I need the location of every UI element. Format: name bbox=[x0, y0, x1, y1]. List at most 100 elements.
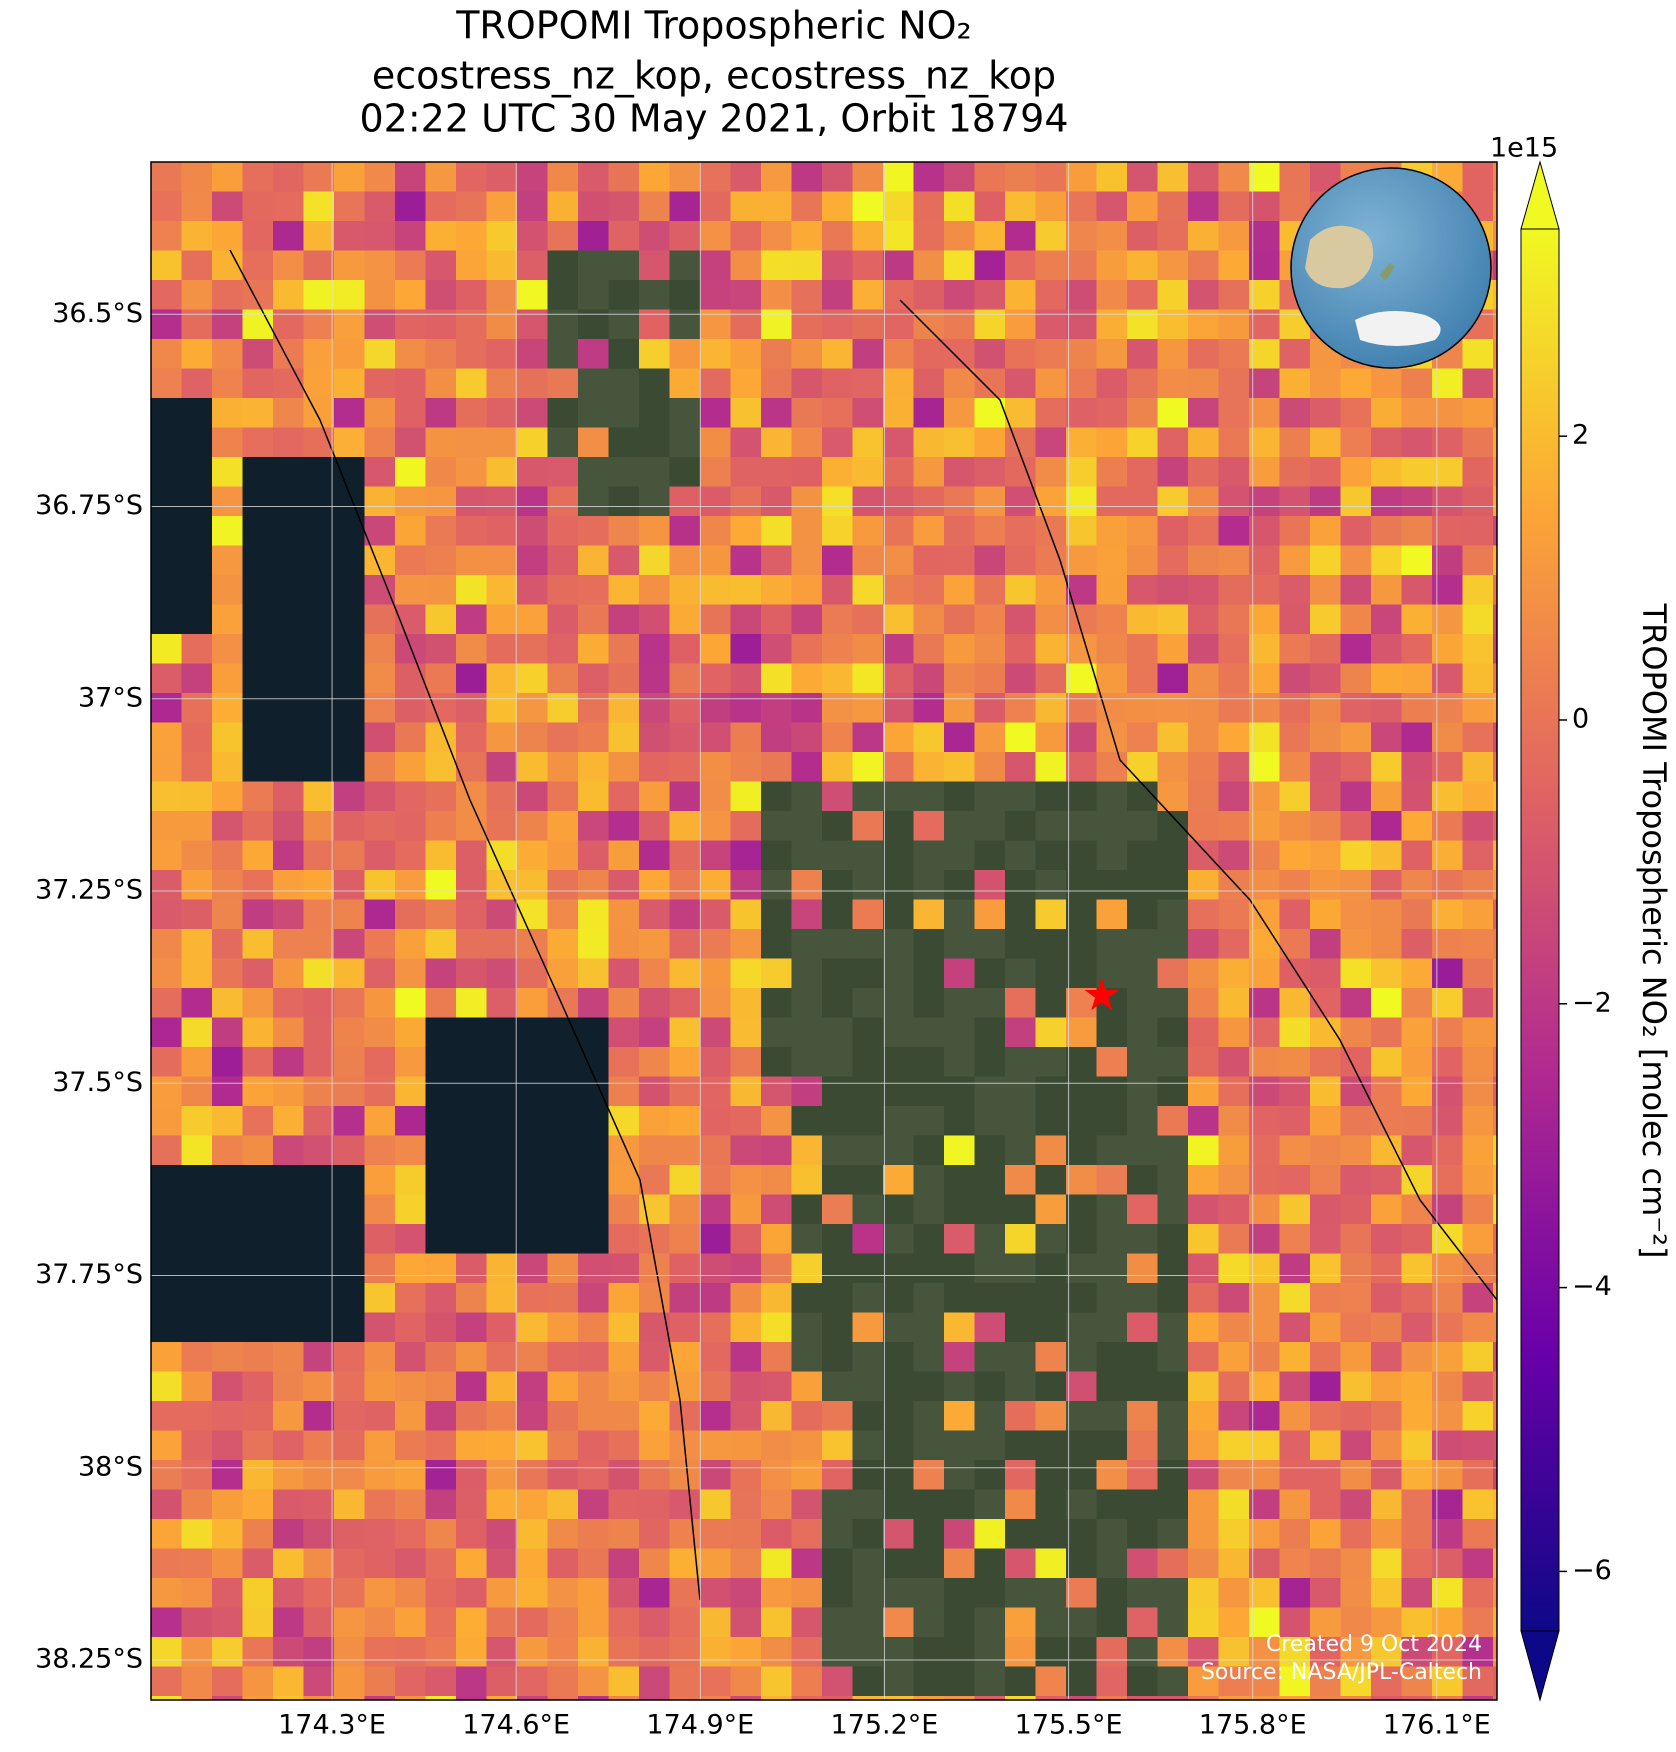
pixel bbox=[1462, 486, 1494, 517]
pixel bbox=[1157, 929, 1189, 960]
pixel bbox=[974, 634, 1006, 665]
pixel bbox=[1005, 663, 1037, 694]
pixel bbox=[547, 899, 579, 930]
pixel bbox=[547, 1017, 579, 1048]
pixel bbox=[242, 1076, 274, 1107]
pixel bbox=[1340, 1076, 1372, 1107]
pixel bbox=[181, 1342, 213, 1373]
pixel bbox=[944, 1017, 976, 1048]
pixel bbox=[303, 1519, 335, 1550]
pixel bbox=[364, 1283, 396, 1314]
pixel bbox=[334, 1430, 366, 1461]
pixel bbox=[608, 1047, 640, 1078]
pixel bbox=[822, 1578, 854, 1609]
pixel bbox=[1462, 663, 1494, 694]
pixel bbox=[303, 1607, 335, 1638]
pixel bbox=[151, 988, 183, 1019]
pixel bbox=[700, 781, 732, 812]
pixel bbox=[822, 1519, 854, 1550]
pixel bbox=[334, 1489, 366, 1520]
pixel bbox=[303, 368, 335, 399]
pixel bbox=[273, 486, 305, 517]
pixel bbox=[1249, 1401, 1281, 1432]
pixel bbox=[944, 457, 976, 488]
pixel bbox=[608, 781, 640, 812]
pixel bbox=[1401, 1371, 1433, 1402]
pixel bbox=[852, 1135, 884, 1166]
pixel bbox=[517, 1106, 549, 1137]
pixel bbox=[456, 1253, 488, 1284]
pixel bbox=[212, 1076, 244, 1107]
pixel bbox=[852, 575, 884, 606]
pixel bbox=[1371, 575, 1403, 606]
pixel bbox=[364, 1666, 396, 1697]
pixel bbox=[273, 958, 305, 989]
pixel bbox=[1493, 1076, 1497, 1107]
pixel bbox=[852, 1460, 884, 1491]
pixel bbox=[883, 1194, 915, 1225]
pixel bbox=[151, 575, 183, 606]
pixel bbox=[669, 575, 701, 606]
pixel bbox=[852, 722, 884, 753]
pixel bbox=[730, 1519, 762, 1550]
pixel bbox=[273, 398, 305, 429]
pixel bbox=[639, 368, 671, 399]
pixel bbox=[700, 162, 732, 193]
pixel bbox=[1005, 1519, 1037, 1550]
pixel bbox=[425, 663, 457, 694]
pixel bbox=[639, 1283, 671, 1314]
pixel bbox=[1066, 634, 1098, 665]
pixel bbox=[395, 1519, 427, 1550]
pixel bbox=[1371, 988, 1403, 1019]
pixel bbox=[486, 1401, 518, 1432]
pixel bbox=[1371, 1371, 1403, 1402]
pixel bbox=[608, 870, 640, 901]
pixel bbox=[1096, 1430, 1128, 1461]
pixel bbox=[212, 1224, 244, 1255]
pixel bbox=[1005, 1224, 1037, 1255]
pixel bbox=[913, 634, 945, 665]
pixel bbox=[1249, 1253, 1281, 1284]
pixel bbox=[242, 1637, 274, 1668]
y-tick-label: 37°S bbox=[78, 682, 143, 713]
pixel bbox=[669, 781, 701, 812]
colorbar-label: TROPOMI Tropospheric NO₂ [molec cm⁻²] bbox=[1635, 603, 1673, 1259]
pixel bbox=[974, 1607, 1006, 1638]
pixel bbox=[1462, 1401, 1494, 1432]
pixel bbox=[486, 1548, 518, 1579]
pixel bbox=[1401, 368, 1433, 399]
pixel bbox=[486, 1283, 518, 1314]
pixel bbox=[486, 752, 518, 783]
pixel bbox=[395, 1666, 427, 1697]
pixel bbox=[578, 1135, 610, 1166]
pixel bbox=[1127, 1312, 1159, 1343]
pixel bbox=[1096, 1637, 1128, 1668]
pixel bbox=[822, 1371, 854, 1402]
pixel bbox=[1310, 1519, 1342, 1550]
pixel bbox=[791, 1401, 823, 1432]
pixel bbox=[639, 663, 671, 694]
pixel bbox=[456, 1194, 488, 1225]
pixel bbox=[395, 191, 427, 222]
pixel bbox=[578, 1165, 610, 1196]
pixel bbox=[1157, 1194, 1189, 1225]
pixel bbox=[334, 545, 366, 576]
pixel bbox=[791, 1607, 823, 1638]
pixel bbox=[456, 545, 488, 576]
pixel bbox=[1401, 1607, 1433, 1638]
pixel bbox=[974, 1666, 1006, 1697]
pixel bbox=[1127, 604, 1159, 635]
pixel bbox=[1340, 1342, 1372, 1373]
pixel bbox=[181, 1224, 213, 1255]
pixel bbox=[395, 1283, 427, 1314]
pixel bbox=[1127, 634, 1159, 665]
pixel bbox=[1127, 1371, 1159, 1402]
pixel bbox=[181, 1076, 213, 1107]
pixel bbox=[1279, 1489, 1311, 1520]
pixel bbox=[517, 1371, 549, 1402]
pixel bbox=[913, 988, 945, 1019]
pixel bbox=[517, 339, 549, 370]
pixel bbox=[486, 162, 518, 193]
pixel bbox=[822, 1637, 854, 1668]
pixel bbox=[547, 1283, 579, 1314]
